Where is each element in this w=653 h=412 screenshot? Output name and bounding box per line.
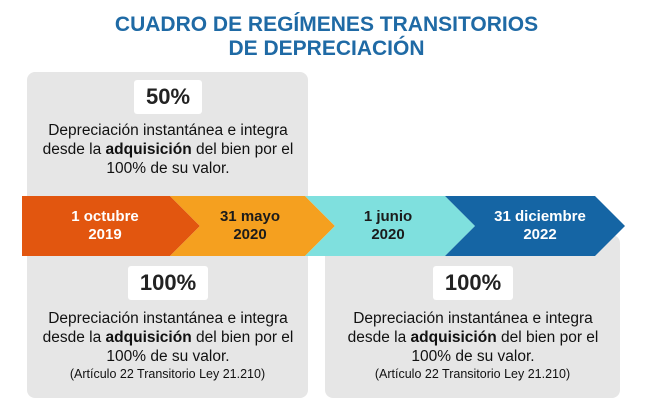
bottom-left-description: Depreciación instantánea e integra desde… xyxy=(42,309,294,366)
timeline-label-1-line1: 1 octubre xyxy=(71,208,139,225)
timeline-arrow-4 xyxy=(445,196,625,256)
timeline-label-2-line1: 31 mayo xyxy=(219,208,281,225)
bottom-right-note: (Artículo 22 Transitorio Ley 21.210) xyxy=(374,367,571,381)
bottom-right-desc-bold: adquisición xyxy=(410,329,497,346)
timeline-label-1-line2: 2019 xyxy=(88,226,122,243)
timeline-label-4-line2: 2022 xyxy=(523,226,557,243)
bottom-left-desc-post: del bien por el 100% de su valor. xyxy=(106,329,294,365)
bottom-left-desc-bold: adquisición xyxy=(105,329,192,346)
bottom-left-percent-badge: 100% xyxy=(128,266,208,300)
timeline-label-3-line2: 2020 xyxy=(371,226,405,243)
timeline-label-3-line1: 1 junio xyxy=(363,208,413,225)
title-line-1: CUADRO DE REGÍMENES TRANSITORIOS xyxy=(114,13,539,36)
bottom-right-desc-pre: Depreciación instantánea e integra desde… xyxy=(347,310,593,346)
bottom-right-desc-post: del bien por el 100% de su valor. xyxy=(411,329,599,365)
timeline-label-2-line2: 2020 xyxy=(233,226,267,243)
bottom-left-note: (Artículo 22 Transitorio Ley 21.210) xyxy=(69,367,266,381)
top-desc-bold: adquisición xyxy=(105,141,192,158)
timeline-label-3: 1 junio 2020 xyxy=(328,208,448,244)
bottom-right-info-box xyxy=(325,235,620,398)
timeline-label-2: 31 mayo 2020 xyxy=(190,208,310,244)
timeline-label-4-line1: 31 diciembre xyxy=(494,208,586,225)
bottom-left-desc-pre: Depreciación instantánea e integra desde… xyxy=(42,310,288,346)
timeline-arrow-3 xyxy=(305,196,475,256)
timeline-label-4: 31 diciembre 2022 xyxy=(470,208,610,244)
top-percent-badge: 50% xyxy=(134,80,202,114)
top-description: Depreciación instantánea e integra desde… xyxy=(42,121,294,178)
top-desc-pre: Depreciación instantánea e integra desde… xyxy=(42,122,288,158)
timeline-arrow-2 xyxy=(170,196,335,256)
timeline-label-1: 1 octubre 2019 xyxy=(40,208,170,244)
bottom-left-info-box xyxy=(27,235,308,398)
title-line-2: DE DEPRECIACIÓN xyxy=(228,37,425,60)
bottom-right-percent-badge: 100% xyxy=(433,266,513,300)
timeline-arrow-1 xyxy=(22,196,200,256)
bottom-right-description: Depreciación instantánea e integra desde… xyxy=(345,309,601,366)
top-desc-post: del bien por el 100% de su valor. xyxy=(106,141,294,177)
